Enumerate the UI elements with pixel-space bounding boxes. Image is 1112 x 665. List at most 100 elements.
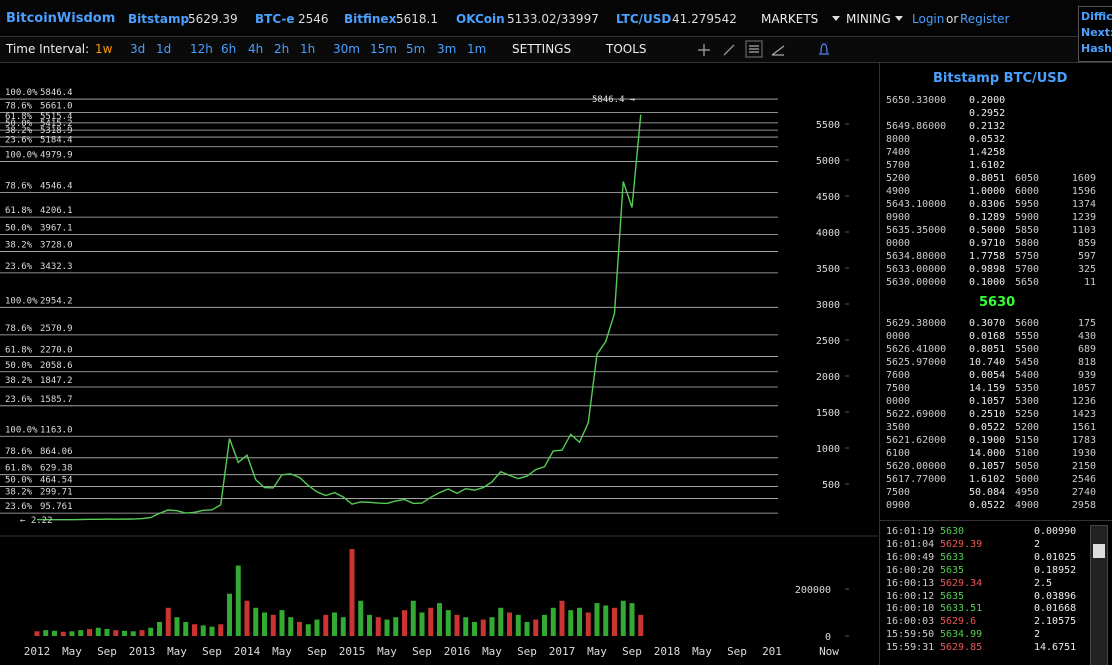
- interval-button[interactable]: 30m: [333, 42, 360, 56]
- alert-tool[interactable]: [819, 43, 829, 55]
- interval-button[interactable]: 4h: [248, 42, 264, 56]
- book-cell: 3500: [886, 422, 911, 433]
- interval-button[interactable]: 6h: [221, 42, 237, 56]
- volume-bar: [629, 603, 635, 636]
- hline-tool[interactable]: [745, 40, 763, 58]
- volume-tick-label: 200000: [795, 585, 831, 596]
- book-cell: 0.1900: [969, 435, 1006, 446]
- book-cell: 5622.69000: [886, 409, 947, 420]
- book-cell: 5633.00000: [886, 264, 947, 275]
- volume-bar: [279, 610, 285, 636]
- book-cell: 10.740: [969, 357, 1006, 368]
- toolbar-menu[interactable]: SETTINGS: [512, 42, 572, 56]
- book-cell: 14.000: [969, 448, 1006, 459]
- ticker-exchange[interactable]: LTC/USD: [616, 12, 672, 26]
- menu[interactable]: MARKETS: [761, 12, 819, 26]
- volume-bar: [332, 612, 337, 636]
- book-cell: 4900: [886, 186, 911, 197]
- book-cell: 325: [1077, 264, 1096, 275]
- line-tool[interactable]: [723, 44, 735, 56]
- fib-price: 95.761: [40, 502, 73, 512]
- book-cell: 0.8051: [969, 173, 1006, 184]
- volume-bar: [472, 621, 477, 636]
- now-label: Now: [819, 645, 839, 658]
- book-cell: 859: [1077, 238, 1096, 249]
- interval-button[interactable]: 5m: [406, 42, 426, 56]
- volume-bar: [87, 628, 92, 636]
- interval-button[interactable]: 1h: [300, 42, 316, 56]
- book-cell: 1.4258: [969, 147, 1006, 158]
- book-cell: 0.1289: [969, 212, 1006, 223]
- book-cell: 5600: [1015, 318, 1040, 329]
- ticker-exchange[interactable]: Bitfinex: [344, 12, 397, 26]
- trade-time: 16:00:20: [886, 564, 935, 576]
- interval-button[interactable]: 1d: [156, 42, 172, 56]
- interval-button[interactable]: 3m: [437, 42, 457, 56]
- register-link[interactable]: Register: [960, 12, 1010, 26]
- fib-pct: 38.2%: [5, 487, 33, 497]
- book-cell: 1057: [1071, 383, 1096, 394]
- fib-pct: 100.0%: [5, 296, 38, 306]
- volume-bar: [620, 600, 626, 636]
- volume-bar: [428, 607, 434, 636]
- book-cell: 0.0532: [969, 134, 1006, 145]
- book-cell: 0000: [886, 396, 911, 407]
- menu[interactable]: MINING: [846, 12, 891, 26]
- volume-bar: [480, 619, 486, 636]
- toolbar-menu[interactable]: TOOLS: [606, 42, 647, 56]
- book-cell: 5635.35000: [886, 225, 947, 236]
- volume-bar: [507, 612, 512, 636]
- interval-button[interactable]: 2h: [274, 42, 290, 56]
- volume-bar: [323, 614, 329, 636]
- ticker-exchange[interactable]: Bitstamp: [128, 12, 190, 26]
- fib-price: 5661.0: [40, 101, 73, 111]
- trade-time: 15:59:50: [886, 629, 935, 641]
- brand[interactable]: BitcoinWisdom: [6, 11, 116, 26]
- book-title: Bitstamp BTC/USD: [933, 71, 1068, 86]
- fib-pct: 78.6%: [5, 101, 33, 111]
- x-tick-label: Sep: [202, 645, 222, 658]
- scrollbar[interactable]: [1090, 525, 1108, 665]
- interval-button[interactable]: 15m: [370, 42, 397, 56]
- interval-button[interactable]: 3d: [130, 42, 146, 56]
- book-cell: 5400: [1015, 370, 1040, 381]
- ticker-exchange[interactable]: OKCoin: [456, 12, 505, 26]
- trade-time: 16:00:12: [886, 590, 935, 602]
- book-cell: 5200: [1015, 422, 1040, 433]
- book-cell: 1596: [1071, 186, 1096, 197]
- book-cell: 8000: [886, 134, 911, 145]
- trade-amount: 0.00990: [1034, 526, 1077, 537]
- trade-amount: 2.5: [1034, 577, 1053, 589]
- book-cell: 0.0522: [969, 422, 1006, 433]
- fib-price: 2570.9: [40, 324, 73, 334]
- book-cell: 5000: [1015, 474, 1040, 485]
- volume-bar: [384, 619, 390, 636]
- drawing-tools[interactable]: [690, 37, 870, 62]
- fib-tool[interactable]: [771, 45, 785, 56]
- volume-bar: [122, 630, 127, 636]
- interval-button[interactable]: 1w: [95, 42, 113, 56]
- login-link[interactable]: Login: [912, 12, 945, 26]
- fib-pct: 23.6%: [5, 502, 33, 512]
- icon: [749, 45, 759, 53]
- side-label: Difficu: [1081, 10, 1112, 23]
- book-cell: 0.5000: [969, 225, 1006, 236]
- interval-button[interactable]: 12h: [190, 42, 213, 56]
- interval-button[interactable]: 1m: [467, 42, 487, 56]
- book-cell: 1.6102: [969, 474, 1006, 485]
- toolbar: [0, 37, 1112, 63]
- book-cell: 5629.38000: [886, 318, 947, 329]
- fib-pct: 100.0%: [5, 88, 38, 98]
- caret: [895, 16, 903, 21]
- trades-divider: [880, 520, 1112, 521]
- x-tick-label: 2016: [444, 645, 471, 658]
- trade-time: 16:01:19: [886, 526, 935, 537]
- scroll-thumb[interactable]: [1093, 544, 1105, 558]
- book-cell: 0.0168: [969, 331, 1006, 342]
- trade-amount: 2.10575: [1034, 616, 1077, 628]
- book-cell: 14.159: [969, 383, 1006, 394]
- book-cell: 7500: [886, 383, 911, 394]
- ticker-exchange[interactable]: BTC-e: [255, 12, 295, 26]
- trade-price: 5633: [940, 551, 965, 563]
- crosshair-tool[interactable]: [698, 44, 710, 56]
